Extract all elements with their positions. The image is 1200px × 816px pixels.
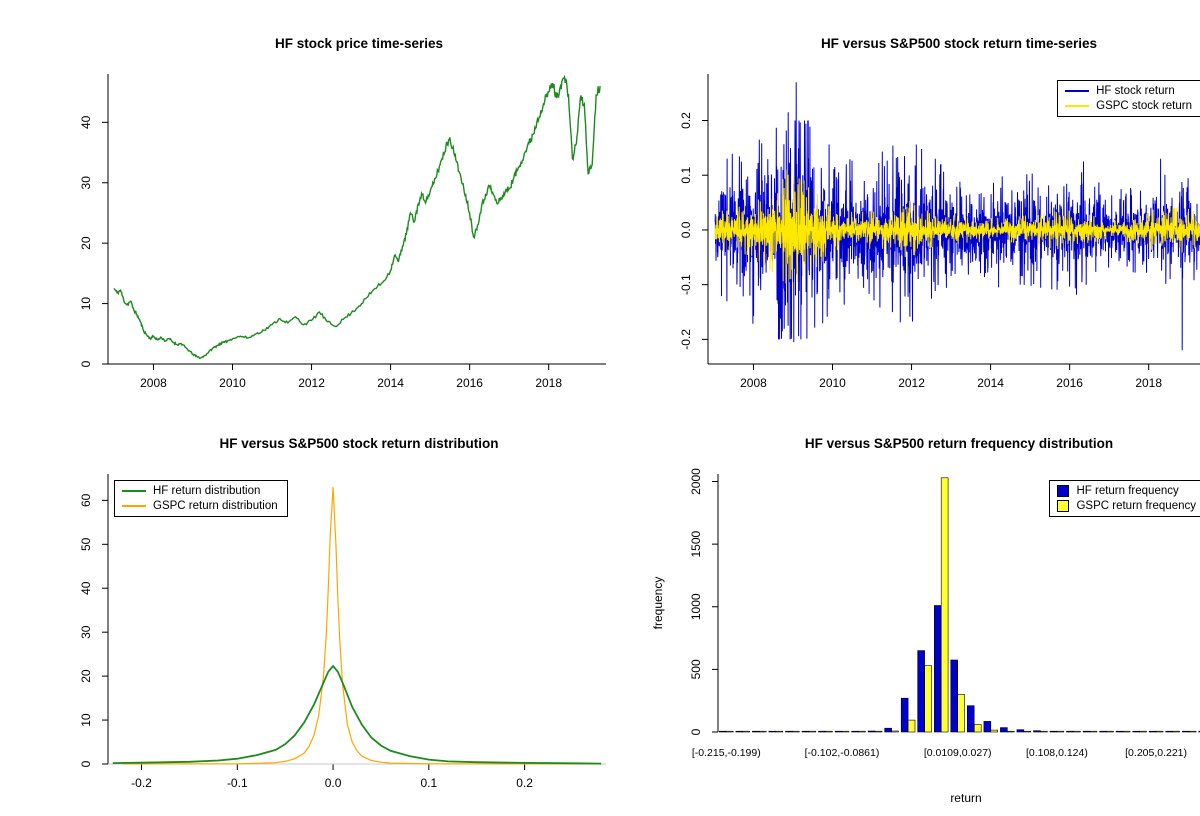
gspc-density-line-swatch — [122, 505, 146, 507]
svg-text:10: 10 — [79, 297, 93, 311]
chart-title-returns: HF versus S&P500 stock return time-serie… — [820, 36, 1098, 51]
svg-text:0.2: 0.2 — [516, 776, 533, 790]
legend-label: GSPC stock return — [1096, 100, 1192, 112]
svg-text:return: return — [950, 791, 981, 805]
panel-return-timeseries: HF versus S&P500 stock return time-serie… — [640, 16, 1200, 416]
svg-text:-0.1: -0.1 — [679, 274, 693, 295]
svg-text:2016: 2016 — [1056, 376, 1083, 390]
svg-text:0.0: 0.0 — [679, 221, 693, 238]
svg-text:0.0: 0.0 — [325, 776, 342, 790]
svg-text:40: 40 — [79, 581, 93, 595]
gspc-return-line-swatch — [1065, 105, 1090, 107]
legend-label: HF return frequency — [1076, 485, 1179, 497]
svg-text:2014: 2014 — [377, 376, 404, 390]
svg-text:-0.2: -0.2 — [131, 776, 152, 790]
svg-text:0: 0 — [79, 360, 93, 367]
svg-text:20: 20 — [79, 669, 93, 683]
legend-label: GSPC return distribution — [153, 500, 278, 512]
returns-legend: HF stock return GSPC stock return — [1057, 80, 1200, 117]
svg-text:0.1: 0.1 — [420, 776, 437, 790]
svg-text:1500: 1500 — [689, 530, 703, 557]
svg-text:2018: 2018 — [1135, 376, 1162, 390]
svg-text:1000: 1000 — [689, 593, 703, 620]
svg-text:60: 60 — [79, 493, 93, 507]
legend-entry-hf-density: HF return distribution — [122, 485, 278, 497]
legend-entry-hf-return: HF stock return — [1065, 85, 1192, 97]
svg-text:[0.0109,0.027): [0.0109,0.027) — [924, 747, 992, 759]
svg-text:0.2: 0.2 — [679, 112, 693, 129]
legend-label: GSPC return frequency — [1076, 500, 1196, 512]
svg-text:2010: 2010 — [819, 376, 846, 390]
svg-text:-0.1: -0.1 — [227, 776, 248, 790]
price-chart-canvas: 0 10 20 30 40 2008 2010 2012 2014 2016 2018 — [79, 74, 606, 390]
distribution-legend: HF return distribution GSPC return distr… — [114, 480, 288, 517]
chart-title-frequency: HF versus S&P500 return frequency distri… — [804, 436, 1114, 451]
frequency-chart-canvas: 0 500 1000 1500 2000 [-0.215,-0.199) [-0.102,-… — [651, 468, 1200, 805]
svg-text:2018: 2018 — [535, 376, 562, 390]
svg-text:2000: 2000 — [689, 468, 703, 495]
svg-text:[0.205,0.221): [0.205,0.221) — [1125, 747, 1187, 759]
svg-text:20: 20 — [79, 236, 93, 250]
chart-title-price: HF stock price time-series — [274, 36, 444, 51]
legend-label: HF return distribution — [153, 485, 261, 497]
svg-text:2012: 2012 — [898, 376, 925, 390]
legend-entry-gspc-frequency: GSPC return frequency — [1057, 500, 1196, 512]
svg-text:2012: 2012 — [298, 376, 325, 390]
distribution-chart-canvas: 0 10 20 30 40 50 60 -0.2 -0.1 0.0 0.1 0.2 — [79, 474, 606, 790]
svg-text:40: 40 — [79, 115, 93, 129]
svg-text:2008: 2008 — [140, 376, 167, 390]
panel-price-timeseries: HF stock price time-series 0 10 20 30 40 2008… — [40, 16, 640, 416]
hf-density-line-swatch — [122, 490, 146, 492]
svg-text:2010: 2010 — [219, 376, 246, 390]
svg-text:10: 10 — [79, 713, 93, 727]
returns-chart-canvas: -0.2 -0.1 0.0 0.1 0.2 2008 2010 2012 2014 2016 201… — [679, 74, 1200, 390]
legend-label: HF stock return — [1096, 85, 1175, 97]
svg-text:50: 50 — [79, 537, 93, 551]
svg-text:2016: 2016 — [456, 376, 483, 390]
svg-text:30: 30 — [79, 625, 93, 639]
panel-return-frequency: HF versus S&P500 return frequency distri… — [640, 416, 1200, 816]
gspc-frequency-square-swatch — [1057, 500, 1070, 512]
svg-text:2008: 2008 — [740, 376, 767, 390]
hf-return-line-swatch — [1065, 90, 1090, 92]
svg-text:500: 500 — [689, 659, 703, 679]
hf-frequency-square-swatch — [1057, 485, 1070, 497]
frequency-legend: HF return frequency GSPC return frequenc… — [1049, 480, 1200, 517]
svg-text:30: 30 — [79, 176, 93, 190]
legend-entry-hf-frequency: HF return frequency — [1057, 485, 1196, 497]
svg-text:0.1: 0.1 — [679, 167, 693, 184]
svg-text:-0.2: -0.2 — [679, 329, 693, 350]
legend-entry-gspc-density: GSPC return distribution — [122, 500, 278, 512]
chart-title-distribution: HF versus S&P500 stock return distributi… — [219, 436, 499, 451]
legend-entry-gspc-return: GSPC stock return — [1065, 100, 1192, 112]
svg-text:0: 0 — [689, 728, 703, 735]
svg-text:[-0.215,-0.199): [-0.215,-0.199) — [692, 747, 761, 759]
svg-text:0: 0 — [79, 760, 93, 767]
svg-text:2014: 2014 — [977, 376, 1004, 390]
svg-text:frequency: frequency — [651, 577, 665, 630]
svg-text:[-0.102,-0.0861): [-0.102,-0.0861) — [805, 747, 880, 759]
panel-return-distribution: HF versus S&P500 stock return distributi… — [40, 416, 640, 816]
svg-text:[0.108,0.124): [0.108,0.124) — [1026, 747, 1088, 759]
